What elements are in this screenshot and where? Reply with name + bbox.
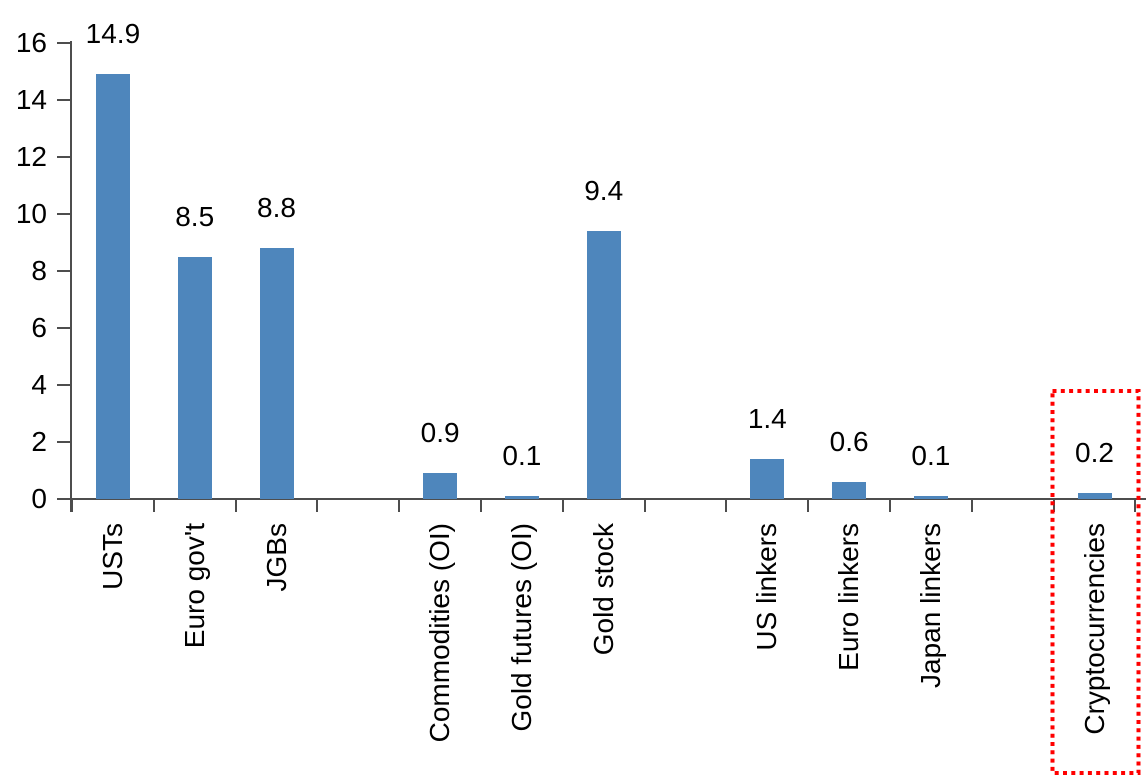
bar bbox=[504, 496, 539, 499]
bar-value-label: 0.2 bbox=[1075, 437, 1114, 469]
x-tick bbox=[398, 499, 401, 512]
y-tick-label: 12 bbox=[15, 141, 47, 172]
y-tick bbox=[57, 99, 70, 101]
bar bbox=[750, 459, 785, 499]
bar-value-label: 0.9 bbox=[420, 417, 460, 449]
x-tick bbox=[561, 499, 564, 512]
bar-value-label: 0.6 bbox=[829, 425, 869, 457]
bar-value-label: 0.1 bbox=[502, 440, 542, 472]
x-tick bbox=[807, 499, 810, 512]
x-tick bbox=[152, 499, 155, 512]
x-tick bbox=[1052, 499, 1055, 512]
y-tick bbox=[57, 441, 70, 443]
category-label: USTs bbox=[96, 523, 128, 590]
category-label: JGBs bbox=[260, 523, 292, 592]
category-label: Gold futures (OI) bbox=[505, 523, 537, 732]
category-label: Euro linkers bbox=[833, 523, 865, 671]
bar bbox=[832, 481, 867, 499]
bar-value-label: 9.4 bbox=[584, 175, 624, 207]
y-tick-label: 2 bbox=[31, 426, 47, 457]
bar-value-label: 8.8 bbox=[257, 192, 296, 224]
y-tick bbox=[57, 327, 70, 329]
bar bbox=[913, 496, 948, 499]
category-label: Commodities (OI) bbox=[424, 523, 456, 743]
y-tick-label: 0 bbox=[31, 483, 47, 514]
x-tick bbox=[71, 499, 73, 512]
y-tick bbox=[57, 384, 70, 386]
x-tick bbox=[480, 499, 482, 512]
y-tick bbox=[57, 213, 70, 215]
y-tick-label: 10 bbox=[15, 198, 47, 229]
y-tick-label: 16 bbox=[15, 27, 47, 58]
y-tick-label: 14 bbox=[15, 84, 47, 115]
x-tick bbox=[970, 499, 973, 512]
x-tick bbox=[234, 499, 237, 512]
x-tick bbox=[889, 499, 891, 512]
bar-value-label: 1.4 bbox=[747, 403, 787, 435]
bar bbox=[586, 231, 621, 499]
y-tick-label: 6 bbox=[31, 312, 47, 343]
x-axis-line bbox=[70, 498, 1146, 500]
y-tick-label: 4 bbox=[31, 369, 47, 400]
y-tick-label: 8 bbox=[31, 255, 47, 286]
bar bbox=[177, 256, 212, 499]
x-tick bbox=[725, 499, 728, 512]
y-axis-line bbox=[70, 41, 72, 512]
category-label: Gold stock bbox=[587, 523, 619, 656]
y-tick bbox=[57, 270, 70, 272]
bar-value-label: 8.5 bbox=[175, 200, 215, 232]
bar bbox=[423, 473, 458, 499]
bar bbox=[1077, 493, 1112, 499]
bar-value-label: 0.1 bbox=[911, 440, 951, 472]
category-label: Japan linkers bbox=[914, 523, 946, 688]
x-tick bbox=[643, 499, 646, 512]
y-tick bbox=[57, 156, 70, 158]
category-label: Euro gov't bbox=[178, 523, 210, 649]
x-tick bbox=[316, 499, 319, 512]
bar bbox=[95, 74, 130, 499]
bar-value-label: 14.9 bbox=[85, 18, 141, 50]
category-label: Cryptocurrencies bbox=[1078, 523, 1110, 735]
bar bbox=[259, 248, 294, 499]
category-label: US linkers bbox=[751, 523, 783, 651]
x-tick bbox=[1134, 499, 1137, 512]
y-tick bbox=[57, 42, 70, 44]
y-tick bbox=[57, 498, 70, 500]
